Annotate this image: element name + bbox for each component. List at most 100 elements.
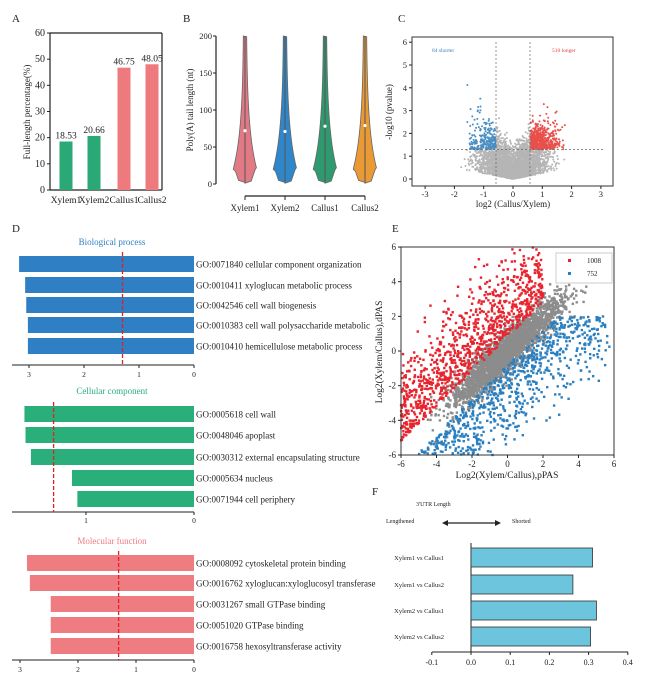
c-point bbox=[556, 155, 559, 158]
c-point bbox=[493, 154, 496, 157]
c-y-tick-label: 1 bbox=[403, 151, 407, 161]
c-point bbox=[501, 169, 504, 172]
c-point bbox=[553, 160, 556, 163]
d-category-label: GO:0016762 xyloglucan:xyloglucosyl trans… bbox=[196, 579, 375, 589]
c-point bbox=[492, 130, 495, 133]
c-point bbox=[555, 161, 558, 164]
c-point bbox=[510, 162, 513, 165]
c-point bbox=[476, 117, 479, 120]
c-point bbox=[523, 164, 526, 167]
c-point bbox=[471, 115, 474, 118]
c-point bbox=[522, 162, 525, 165]
c-point bbox=[552, 167, 555, 170]
d-x-tick-label: 0 bbox=[192, 370, 196, 379]
c-point bbox=[473, 118, 476, 121]
b-x-tick-label: Callus1 bbox=[311, 203, 339, 213]
c-point bbox=[479, 169, 482, 172]
c-point bbox=[520, 161, 523, 164]
c-point bbox=[556, 158, 559, 161]
c-point bbox=[488, 168, 491, 171]
c-point bbox=[549, 124, 552, 127]
c-point bbox=[485, 153, 488, 156]
e-point bbox=[429, 395, 433, 399]
c-point bbox=[540, 151, 543, 154]
c-point bbox=[487, 156, 490, 159]
c-point bbox=[550, 168, 553, 171]
c-point bbox=[499, 132, 502, 135]
a-bar bbox=[117, 67, 131, 190]
c-point bbox=[544, 143, 547, 146]
c-point bbox=[522, 175, 525, 178]
c-point bbox=[552, 158, 555, 161]
c-point bbox=[544, 157, 547, 160]
d-bar bbox=[77, 491, 194, 507]
c-point bbox=[483, 172, 486, 175]
c-point bbox=[484, 130, 487, 133]
c-point bbox=[479, 167, 482, 170]
c-point bbox=[519, 168, 522, 171]
c-point bbox=[539, 158, 542, 161]
d-category-label: GO:0071944 cell periphery bbox=[196, 495, 295, 505]
b-y-tick-label: 50 bbox=[204, 142, 213, 152]
c-point bbox=[526, 146, 529, 149]
c-point bbox=[507, 173, 510, 176]
c-point bbox=[486, 128, 489, 131]
c-y-tick-label: 0 bbox=[403, 174, 407, 184]
e-point bbox=[458, 403, 461, 406]
c-point bbox=[533, 170, 536, 173]
c-point bbox=[549, 166, 552, 169]
d-bar bbox=[25, 277, 195, 293]
c-point bbox=[521, 165, 524, 168]
c-point bbox=[535, 156, 538, 159]
c-point bbox=[540, 127, 543, 130]
c-point bbox=[524, 162, 527, 165]
c-point bbox=[516, 172, 519, 175]
c-point bbox=[482, 166, 485, 169]
c-point bbox=[485, 122, 488, 125]
c-point bbox=[474, 129, 477, 132]
panel-label-a: A bbox=[12, 13, 20, 25]
c-point bbox=[473, 155, 476, 158]
e-point bbox=[446, 412, 450, 416]
c-point bbox=[516, 138, 519, 141]
c-x-tick-label: -1 bbox=[480, 189, 487, 199]
c-point bbox=[482, 162, 485, 165]
c-point bbox=[463, 158, 466, 161]
c-point bbox=[480, 161, 483, 164]
d-category-label: GO:0051020 GTPase binding bbox=[196, 621, 304, 631]
c-point bbox=[483, 135, 486, 138]
c-point bbox=[530, 140, 533, 143]
c-point bbox=[487, 171, 490, 174]
c-point bbox=[555, 140, 558, 143]
c-point bbox=[486, 131, 489, 134]
c-point bbox=[504, 151, 507, 154]
b-median-point bbox=[243, 129, 247, 133]
c-point bbox=[489, 151, 492, 154]
c-point bbox=[500, 163, 503, 166]
c-point bbox=[510, 150, 513, 153]
a-value-label: 46.75 bbox=[113, 58, 135, 68]
d-x-tick-label: 1 bbox=[134, 665, 138, 674]
c-point bbox=[494, 136, 497, 139]
c-point bbox=[505, 173, 508, 176]
c-point bbox=[530, 169, 533, 172]
c-point bbox=[520, 173, 523, 176]
c-point bbox=[520, 149, 523, 152]
a-x-tick-label: Callus2 bbox=[137, 196, 166, 206]
c-point bbox=[555, 123, 558, 126]
c-point bbox=[513, 175, 516, 178]
c-point bbox=[520, 139, 523, 142]
d-x-tick-label: 1 bbox=[84, 516, 88, 525]
d-category-label: GO:0030312 external encapsulating struct… bbox=[196, 453, 360, 463]
c-point bbox=[527, 156, 530, 159]
e-point bbox=[426, 418, 430, 421]
c-points bbox=[460, 83, 566, 180]
d-group-title: Molecular function bbox=[77, 536, 147, 546]
c-point bbox=[483, 141, 486, 144]
c-point bbox=[505, 131, 508, 134]
a-value-label: 20.66 bbox=[83, 126, 105, 136]
c-point bbox=[490, 155, 493, 158]
c-point bbox=[516, 175, 519, 178]
c-point bbox=[538, 140, 541, 143]
c-point bbox=[498, 164, 501, 167]
